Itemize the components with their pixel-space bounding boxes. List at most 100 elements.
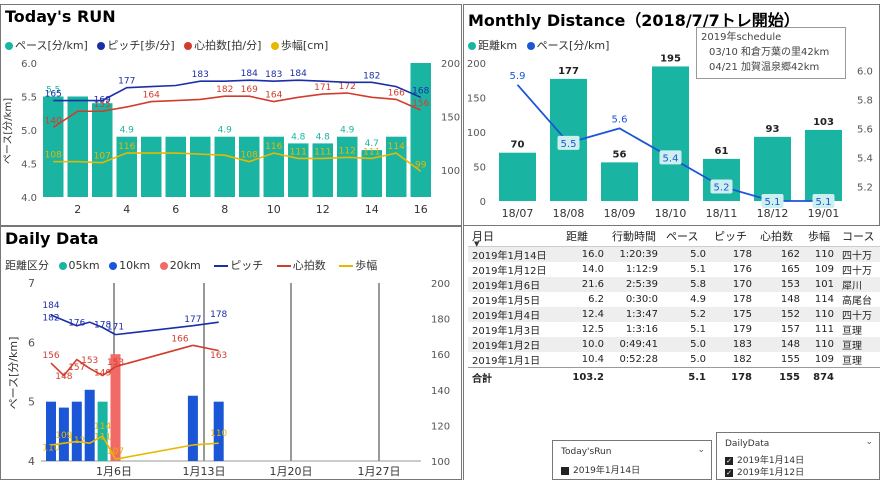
table-header-row: 月日 距離 行動時間 ペース ピッチ 心拍数 歩幅 コース — [468, 226, 880, 247]
stride-label: 99 — [415, 160, 427, 170]
daily-pitch-label: 178 — [210, 310, 227, 320]
legend-stride-dot — [270, 42, 279, 50]
monthly-pace-label: 5.2 — [714, 182, 730, 193]
table-row[interactable]: 2019年1月2日 10.0 0:49:41 5.0 183 148 110 亘理 — [468, 337, 880, 352]
heart-label: 166 — [388, 88, 405, 98]
slicer-dailydata-item-2[interactable]: ✓ 2019年1月12日 — [725, 468, 805, 478]
table-cell: 162 — [756, 246, 804, 262]
stride-label: 108 — [241, 151, 258, 161]
daily-stride-line — [50, 434, 117, 460]
stride-label: 111 — [290, 147, 307, 157]
table-total-cell — [838, 367, 880, 386]
slicer-dailydata-item-1[interactable]: ✓ 2019年1月14日 — [725, 456, 805, 466]
table-row[interactable]: 2019年1月14日 16.0 1:20:39 5.0 178 162 110 四十万 — [468, 246, 880, 262]
today-run-legend: ペース[分/km] ピッチ[歩/分] 心拍数[拍/分] 歩幅[cm] — [5, 37, 334, 53]
sort-arrow-icon[interactable]: ▼ — [474, 240, 480, 248]
table-total-cell: 874 — [804, 367, 838, 386]
table-row[interactable]: 2019年1月5日 6.2 0:30:0 4.9 178 148 114 高尾台 — [468, 292, 880, 307]
col-course[interactable]: コース — [838, 226, 880, 247]
today-run-panel: Today's RUN ペース[分/km] ピッチ[歩/分] 心拍数[拍/分] … — [0, 4, 462, 226]
heart-label: 155 — [94, 100, 111, 110]
legend-20km-dot — [159, 262, 168, 270]
table-row[interactable]: 2019年1月3日 12.5 1:3:16 5.1 179 157 111 亘理 — [468, 322, 880, 337]
table-cell: 110 — [804, 246, 838, 262]
legend-heart: 心拍数[拍/分] — [194, 39, 262, 52]
pitch-label: 183 — [192, 70, 209, 80]
pitch-label: 183 — [265, 70, 282, 80]
table-cell: 犀川 — [838, 277, 880, 292]
checkbox-checked-icon[interactable]: ✓ — [725, 468, 733, 477]
table-row[interactable]: 2019年1月12日 14.0 1:12:9 5.1 176 165 109 四十万 — [468, 262, 880, 277]
col-distance[interactable]: 距離 — [562, 226, 608, 247]
legend-distance-category: 距離区分 — [5, 259, 49, 272]
pace-label: 5.5 — [46, 86, 60, 96]
daily-stride-line — [192, 442, 219, 446]
legend-stride-line — [339, 265, 354, 267]
pitch-label: 177 — [118, 77, 135, 87]
legend-05km-dot — [58, 262, 67, 270]
pace-label: 4.8 — [316, 132, 331, 142]
month-tick: 18/09 — [604, 207, 636, 220]
legend-10km: 10km — [119, 259, 151, 272]
stride-label: 111 — [314, 147, 331, 157]
distance-bar — [754, 136, 791, 201]
table-cell: 16.0 — [562, 246, 608, 262]
chevron-down-icon[interactable]: ⌄ — [697, 445, 705, 455]
y-right-tick: 5.6 — [857, 124, 873, 135]
col-stride[interactable]: 歩幅 — [804, 226, 838, 247]
table-cell: 176 — [732, 264, 752, 275]
slicer-dailydata[interactable]: DailyData ⌄ ✓ 2019年1月14日 ✓ 2019年1月12日 — [716, 432, 880, 480]
pace-bar — [67, 96, 88, 197]
table-cell: 0:30:0 — [625, 294, 658, 305]
table-cell: 148 — [780, 294, 800, 305]
table-cell: 5.2 — [662, 307, 710, 322]
legend-mpace: ペース[分/km] — [536, 39, 610, 52]
daily-pitch-label: 177 — [184, 315, 201, 325]
table-cell: 0:49:41 — [608, 337, 662, 352]
table-row[interactable]: 2019年1月1日 10.4 0:52:28 5.0 182 155 109 亘理 — [468, 352, 880, 368]
distance-bar — [601, 162, 638, 201]
monthly-pace-label-bg — [761, 194, 784, 208]
stride-label: 116 — [265, 142, 282, 152]
slicer-todayrun-title: Today'sRun — [561, 447, 612, 457]
table-cell: 155 — [780, 354, 800, 365]
distance-bar — [805, 129, 842, 201]
table-cell: 2019年1月12日 — [472, 266, 547, 277]
pitch-label: 184 — [241, 69, 258, 79]
slicer-todayrun-item[interactable]: 2019年1月14日 — [561, 463, 640, 476]
pitch-extra-label: 169 — [94, 96, 111, 106]
distance-bar — [499, 152, 536, 201]
table-cell: 2019年1月5日 — [472, 296, 541, 307]
daily-stride-label: 114 — [94, 422, 111, 432]
y-left-tick: 50 — [473, 163, 486, 174]
legend-heart-dot — [184, 42, 193, 50]
col-pitch[interactable]: ピッチ — [710, 226, 756, 247]
col-time[interactable]: 行動時間 — [608, 226, 662, 247]
y-axis-label: ペース[分/km] — [2, 98, 14, 164]
distance-label: 70 — [511, 140, 525, 151]
daily-stride-label: 112 — [68, 436, 85, 446]
table-cell: 152 — [756, 307, 804, 322]
table-cell: 10.0 — [562, 337, 608, 352]
table-row[interactable]: 2019年1月4日 12.4 1:3:47 5.2 175 152 110 四十万 — [468, 307, 880, 322]
slicer-todayrun[interactable]: Today'sRun ⌄ 2019年1月14日 — [552, 440, 712, 480]
today-run-chart: 6.0 5.5 5.0 4.5 4.0 200 150 100 ペース[分/km] 5.5 4.9 4… — [2, 59, 460, 216]
chevron-down-icon[interactable]: ⌄ — [865, 437, 873, 447]
x-tick: 10 — [267, 203, 281, 216]
checkbox-checked-icon[interactable]: ✓ — [725, 456, 733, 465]
table-total-cell — [608, 367, 662, 386]
slicer-dailydata-title: DailyData — [725, 439, 770, 449]
y-right-tick: 100 — [431, 457, 450, 468]
col-date[interactable]: 月日 — [468, 226, 562, 247]
pitch-line — [53, 79, 422, 102]
table-row[interactable]: 2019年1月6日 21.6 2:5:39 5.8 170 153 101 犀川 — [468, 277, 880, 292]
col-pace[interactable]: ペース — [662, 226, 710, 247]
table-cell: 5.1 — [690, 264, 706, 275]
col-heart[interactable]: 心拍数 — [756, 226, 804, 247]
heart-label: 164 — [143, 91, 160, 101]
legend-distance-dot — [468, 42, 476, 50]
table-cell: 四十万 — [838, 246, 880, 262]
monthly-pace-label: 5.5 — [561, 139, 577, 150]
today-run-title: Today's RUN — [5, 7, 116, 26]
checkbox-icon[interactable] — [561, 466, 569, 475]
